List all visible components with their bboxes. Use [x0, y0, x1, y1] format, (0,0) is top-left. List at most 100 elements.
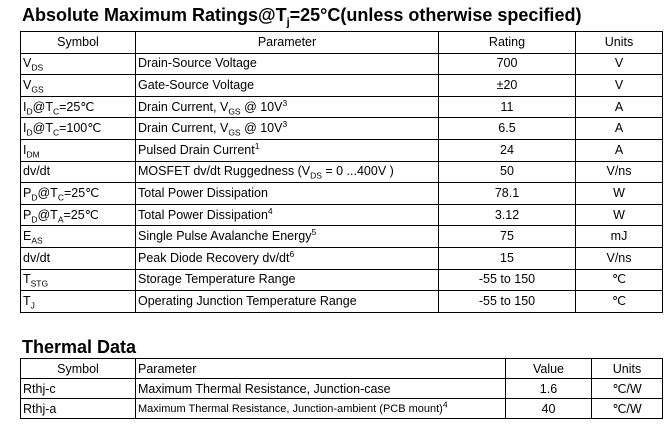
thermal-header-value: Value	[505, 358, 592, 379]
symbol-sub2: C	[57, 192, 64, 203]
rating-cell: 15	[438, 246, 576, 270]
footnote-ref: 5	[311, 226, 317, 237]
table-row: ID@TC=100℃ Drain Current, VGS @ 10V3 6.5 A	[20, 117, 663, 140]
table-row: dv/dt MOSFET dv/dt Ruggedness (VDS = 0 ..…	[20, 160, 663, 184]
symbol-tail: @T	[37, 207, 58, 222]
units-cell: ℃	[575, 268, 663, 292]
symbol-base: T	[23, 293, 31, 308]
abs-max-header-units: Units	[575, 31, 663, 54]
parameter-cell: Storage Temperature Range	[135, 268, 439, 292]
symbol-sub: J	[30, 300, 35, 311]
table-row: VDS Drain-Source Voltage 700 V	[20, 52, 663, 76]
table-row: ID@TC=25℃ Drain Current, VGS @ 10V3 11 A	[20, 95, 663, 119]
parameter-text: Peak Diode Recovery dv/dt	[138, 250, 290, 265]
symbol-cell: EAS	[20, 225, 136, 248]
parameter-text: Gate-Source Voltage	[138, 77, 255, 92]
parameter-text: Single Pulse Avalanche Energy	[138, 229, 312, 244]
abs-max-title-prefix: Absolute Maximum Ratings@T	[22, 5, 287, 25]
table-row: Rthj-a Maximum Thermal Resistance, Juncti…	[20, 398, 663, 419]
symbol-sub: D	[31, 192, 38, 203]
abs-max-title-sub: j	[286, 16, 290, 29]
units-cell: V	[575, 52, 663, 76]
symbol-cell: IDM	[20, 138, 136, 162]
thermal-title: Thermal Data	[22, 337, 137, 357]
symbol-tail: @T	[37, 185, 58, 200]
footnote-ref: 1	[254, 140, 260, 151]
symbol-base: I	[23, 99, 27, 114]
units-cell: ℃/W	[591, 378, 663, 399]
thermal-header-parameter: Parameter	[135, 358, 506, 379]
table-row: VGS Gate-Source Voltage ±20 V	[20, 74, 663, 97]
symbol-base: P	[23, 185, 32, 200]
units-cell: W	[575, 182, 663, 205]
symbol-base: V	[23, 77, 32, 92]
symbol-cell: dv/dt	[20, 160, 136, 184]
symbol-cell: Rthj-a	[20, 398, 136, 419]
parameter-text: Pulsed Drain Current	[138, 142, 255, 157]
footnote-ref: 4	[267, 205, 273, 216]
rating-cell: 6.5	[438, 117, 576, 140]
parameter-cell: Single Pulse Avalanche Energy5	[135, 225, 439, 248]
symbol-sub: D	[26, 106, 33, 117]
rating-cell: ±20	[438, 74, 576, 97]
thermal-header-symbol: Symbol	[20, 358, 136, 379]
parameter-text: Maximum Thermal Resistance, Junction-cas…	[138, 381, 391, 396]
parameter-cell: Maximum Thermal Resistance, Junction-amb…	[135, 398, 506, 419]
rating-cell: 50	[438, 160, 576, 184]
abs-max-header-symbol: Symbol	[20, 31, 136, 54]
parameter-sub: DS	[310, 170, 322, 181]
symbol-sub: D	[26, 127, 33, 138]
symbol-base: P	[23, 207, 32, 222]
value-cell: 1.6	[505, 378, 592, 399]
units-cell: ℃	[575, 290, 663, 313]
footnote-ref: 3	[282, 97, 288, 108]
parameter-sub: GS	[228, 106, 241, 117]
symbol-sub: GS	[31, 84, 44, 95]
abs-max-header-row: Symbol Parameter Rating Units	[20, 31, 663, 54]
table-row: TJ Operating Junction Temperature Range -5…	[20, 290, 663, 313]
parameter-text: Total Power Dissipation	[138, 185, 268, 200]
symbol-cell: ID@TC=100℃	[20, 117, 136, 140]
symbol-sub: AS	[31, 235, 43, 246]
rating-cell: 75	[438, 225, 576, 248]
units-cell: W	[575, 203, 663, 227]
table-row: IDM Pulsed Drain Current1 24 A	[20, 138, 663, 162]
rating-cell: -55 to 150	[438, 268, 576, 292]
units-cell: mJ	[575, 225, 663, 248]
symbol-tail2: =25℃	[63, 207, 99, 222]
symbol-base: T	[23, 272, 31, 287]
symbol-sub: DS	[31, 62, 44, 73]
parameter-text: Drain-Source Voltage	[138, 56, 257, 71]
symbol-sub2: C	[52, 127, 60, 138]
symbol-cell: VDS	[20, 52, 136, 76]
table-row: Rthj-c Maximum Thermal Resistance, Juncti…	[20, 378, 663, 399]
table-row: PD@TA=25℃ Total Power Dissipation4 3.12 W	[20, 203, 663, 227]
parameter-cell: Drain Current, VGS @ 10V3	[135, 95, 439, 119]
symbol-sub2: A	[57, 214, 64, 225]
footnote-ref: 6	[289, 248, 295, 259]
rating-cell: 24	[438, 138, 576, 162]
parameter-cell: Drain Current, VGS @ 10V3	[135, 117, 439, 140]
parameter-text: Storage Temperature Range	[138, 272, 296, 287]
parameter-cell: Peak Diode Recovery dv/dt6	[135, 246, 439, 270]
thermal-header-row: Symbol Parameter Value Units	[20, 358, 663, 379]
symbol-cell: TJ	[20, 290, 136, 313]
thermal-header-units: Units	[591, 358, 663, 379]
units-cell: A	[575, 95, 663, 119]
abs-max-title: Absolute Maximum Ratings@Tj=25°C(unless …	[22, 3, 581, 29]
symbol-cell: PD@TC=25℃	[20, 182, 136, 205]
symbol-sub: STG	[30, 278, 49, 289]
parameter-cell: Drain-Source Voltage	[135, 52, 439, 76]
thermal-table: Symbol Parameter Value Units Rthj-c Maxim…	[20, 358, 663, 419]
symbol-tail2: =100℃	[59, 121, 102, 136]
abs-max-header-rating: Rating	[438, 31, 576, 54]
symbol-sub: D	[31, 214, 38, 225]
table-row: TSTG Storage Temperature Range -55 to 150 ℃	[20, 268, 663, 292]
parameter-mid: @ 10V	[240, 99, 283, 114]
parameter-text: Drain Current, V	[138, 121, 229, 136]
table-row: dv/dt Peak Diode Recovery dv/dt6 15 V/ns	[20, 246, 663, 270]
parameter-cell: MOSFET dv/dt Ruggedness (VDS = 0 ...400V…	[135, 160, 439, 184]
symbol-base: I	[23, 121, 27, 136]
parameter-sub: GS	[228, 127, 241, 138]
parameter-mid: = 0 ...400V )	[321, 164, 394, 179]
